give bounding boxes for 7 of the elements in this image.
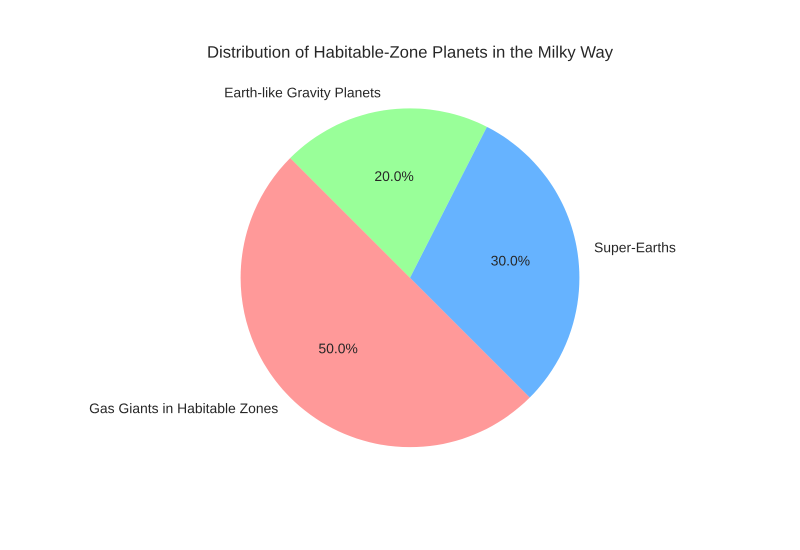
slice-label: Gas Giants in Habitable Zones [90,403,278,414]
data-label: 30.0% [491,256,530,266]
data-label: 50.0% [318,344,358,354]
data-label: 20.0% [375,171,414,182]
slice-label: Super-Earths [594,242,676,256]
chart-title: Distribution of Habitable-Zone Planets in the Milky Way [208,46,613,62]
slice-label: Earth-like Gravity Planets [225,87,380,100]
